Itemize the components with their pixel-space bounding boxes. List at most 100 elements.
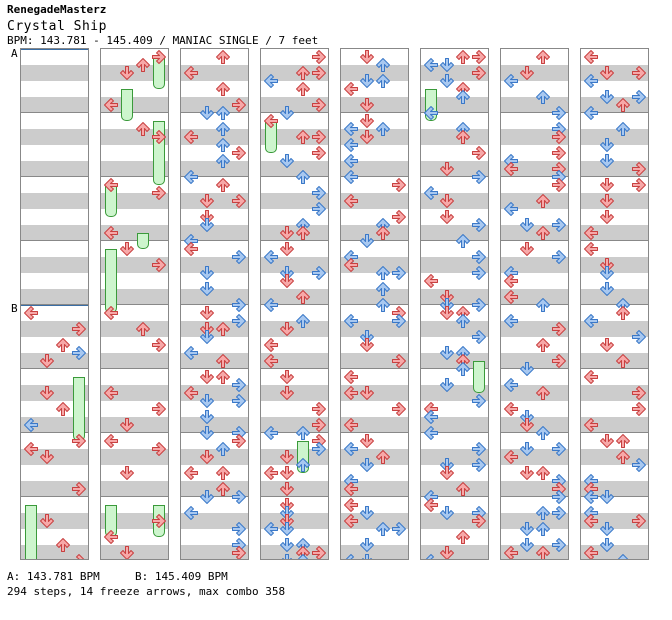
measure-line: [261, 304, 328, 305]
step-arrow-down-icon: [600, 90, 614, 104]
step-arrow-down-icon: [200, 370, 214, 384]
step-arrow-down-icon: [280, 466, 294, 480]
step-arrow-down-icon: [360, 538, 374, 552]
step-arrow-up-icon: [136, 58, 150, 72]
step-arrow-left-icon: [424, 58, 438, 72]
step-arrow-down-icon: [440, 506, 454, 520]
step-arrow-down-icon: [440, 210, 454, 224]
step-arrow-left-icon: [184, 466, 198, 480]
measure-line: [101, 304, 168, 305]
step-arrow-down-icon: [360, 330, 374, 344]
step-arrow-right-icon: [472, 458, 486, 472]
step-arrow-right-icon: [552, 218, 566, 232]
step-arrow-up-icon: [536, 298, 550, 312]
measure-line: [501, 112, 568, 113]
step-arrow-down-icon: [600, 522, 614, 536]
step-arrow-down-icon: [280, 538, 294, 552]
step-arrow-left-icon: [344, 514, 358, 528]
bpm-legend: A: 143.781 BPM B: 145.409 BPM: [7, 570, 228, 583]
step-arrow-right-icon: [232, 146, 246, 160]
step-arrow-left-icon: [584, 242, 598, 256]
step-arrow-down-icon: [200, 194, 214, 208]
measure-line: [501, 304, 568, 305]
step-arrow-down-icon: [520, 242, 534, 256]
chart-column-2: [100, 48, 169, 560]
step-arrow-right-icon: [232, 490, 246, 504]
step-arrow-right-icon: [552, 130, 566, 144]
step-arrow-right-icon: [312, 50, 326, 64]
step-arrow-down-icon: [360, 434, 374, 448]
step-arrow-left-icon: [345, 554, 358, 559]
step-arrow-down-icon: [360, 458, 374, 472]
step-arrow-right-icon: [632, 178, 646, 192]
step-arrow-up-icon: [376, 266, 390, 280]
measure-line: [21, 112, 88, 113]
step-arrow-right-icon: [152, 338, 166, 352]
step-arrow-down-icon: [280, 266, 294, 280]
step-arrow-down-icon: [120, 66, 134, 80]
step-arrow-down-icon: [40, 450, 54, 464]
step-arrow-down-icon: [120, 466, 134, 480]
step-arrow-up-icon: [456, 530, 470, 544]
step-arrow-up-icon: [216, 354, 230, 368]
step-arrow-down-icon: [280, 498, 294, 512]
step-arrow-left-icon: [424, 106, 438, 120]
measure-line: [21, 176, 88, 177]
step-arrow-right-icon: [72, 554, 85, 559]
step-arrow-left-icon: [344, 122, 358, 136]
step-arrow-left-icon: [184, 506, 198, 520]
step-arrow-down-icon: [440, 162, 454, 176]
step-arrow-left-icon: [344, 442, 358, 456]
step-arrow-right-icon: [472, 66, 486, 80]
step-arrow-up-icon: [136, 122, 150, 136]
bpm-change-line-a: [21, 49, 88, 50]
step-arrow-up-icon: [616, 554, 630, 559]
step-arrow-up-icon: [616, 98, 630, 112]
step-arrow-right-icon: [632, 458, 646, 472]
step-arrow-up-icon: [456, 362, 470, 376]
chart-author: RenegadeMasterz: [7, 3, 107, 16]
step-arrow-right-icon: [632, 402, 646, 416]
step-arrow-left-icon: [184, 130, 198, 144]
step-arrow-left-icon: [184, 242, 198, 256]
step-arrow-up-icon: [216, 138, 230, 152]
measure-line: [341, 112, 408, 113]
step-arrow-right-icon: [552, 178, 566, 192]
step-arrow-right-icon: [72, 482, 86, 496]
step-arrow-left-icon: [264, 354, 278, 368]
measure-line: [341, 176, 408, 177]
step-arrow-right-icon: [552, 354, 566, 368]
step-arrow-up-icon: [376, 122, 390, 136]
step-arrow-left-icon: [184, 386, 198, 400]
step-arrow-down-icon: [120, 418, 134, 432]
step-arrow-down-icon: [520, 442, 534, 456]
step-arrow-right-icon: [232, 298, 246, 312]
step-arrow-up-icon: [56, 338, 70, 352]
step-arrow-left-icon: [584, 514, 598, 528]
step-arrow-up-icon: [296, 554, 310, 559]
step-arrow-down-icon: [360, 74, 374, 88]
bpm-marker-b: B: [11, 302, 18, 315]
step-arrow-up-icon: [216, 82, 230, 96]
step-arrow-left-icon: [184, 346, 198, 360]
step-arrow-up-icon: [376, 74, 390, 88]
step-arrow-down-icon: [520, 410, 534, 424]
step-arrow-left-icon: [264, 338, 278, 352]
measure-line: [181, 496, 248, 497]
step-arrow-down-icon: [440, 194, 454, 208]
measure-line: [101, 496, 168, 497]
step-arrow-left-icon: [504, 202, 518, 216]
step-arrow-down-icon: [440, 74, 454, 88]
step-arrow-down-icon: [280, 482, 294, 496]
step-arrow-right-icon: [632, 90, 646, 104]
measure-line: [21, 368, 88, 369]
step-arrow-up-icon: [616, 434, 630, 448]
step-arrow-left-icon: [584, 418, 598, 432]
step-arrow-up-icon: [536, 426, 550, 440]
step-arrow-left-icon: [264, 114, 278, 128]
step-arrow-left-icon: [264, 250, 278, 264]
measure-line: [101, 432, 168, 433]
step-arrow-right-icon: [472, 514, 486, 528]
step-arrow-down-icon: [200, 282, 214, 296]
